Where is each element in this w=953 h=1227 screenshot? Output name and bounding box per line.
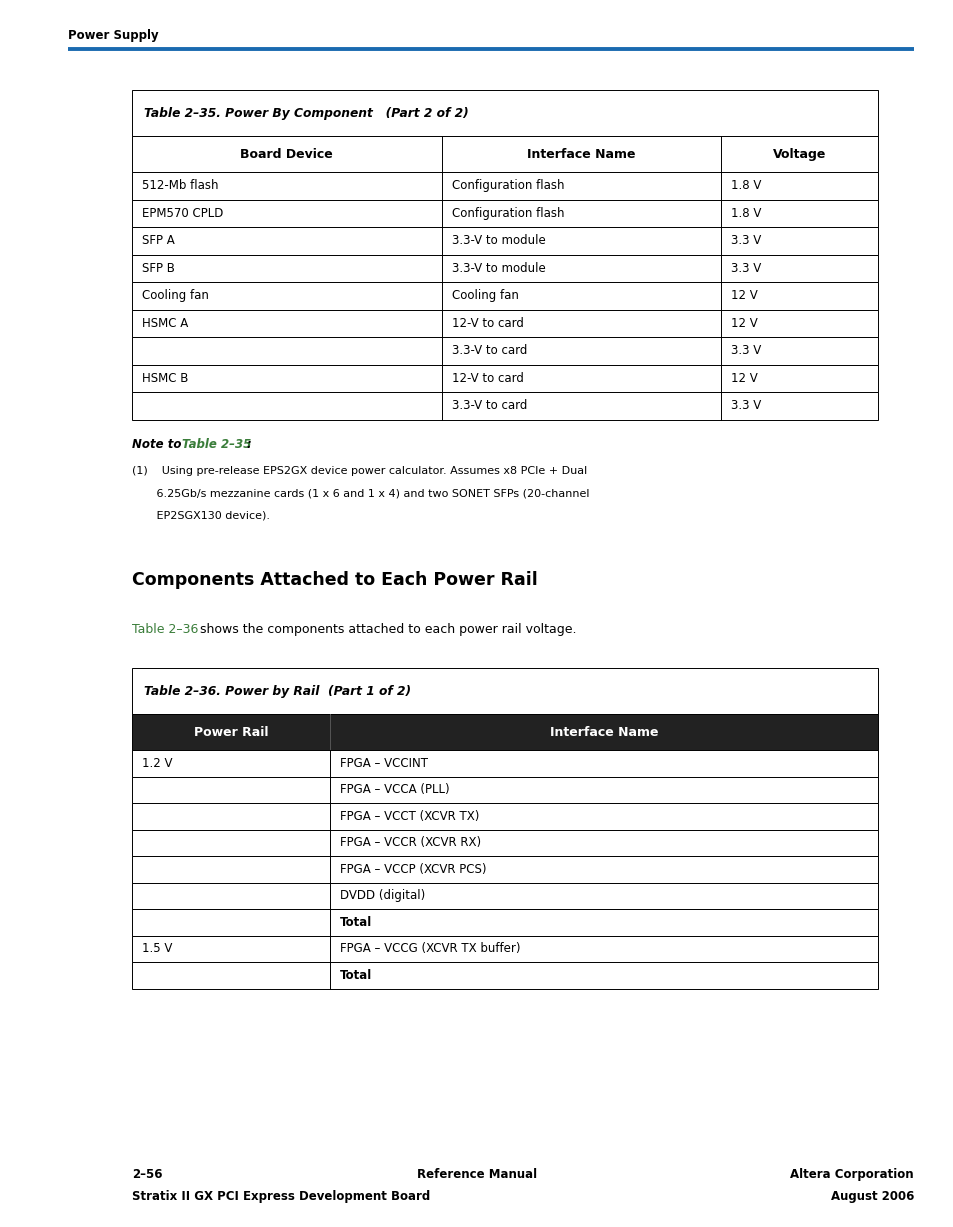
Bar [132,935,877,962]
Text: SFP B: SFP B [142,261,174,275]
Text: 3.3 V: 3.3 V [731,399,760,412]
Text: Table 2–35. Power By Component   (Part 2 of 2): Table 2–35. Power By Component (Part 2 o… [144,107,468,119]
Text: Table 2–35: Table 2–35 [182,438,251,450]
Text: Power Rail: Power Rail [193,725,268,739]
Text: FPGA – VCCT (XCVR TX): FPGA – VCCT (XCVR TX) [339,810,478,823]
Bar [132,391,877,420]
Bar [132,172,877,200]
Text: Interface Name: Interface Name [527,147,635,161]
Text: 12 V: 12 V [731,290,758,302]
Text: 3.3 V: 3.3 V [731,345,760,357]
Bar [132,282,877,309]
Bar [132,714,877,750]
Bar [132,136,877,172]
Bar [132,90,877,136]
Text: 1.5 V: 1.5 V [142,942,172,956]
Bar [132,882,877,909]
Text: 512-Mb flash: 512-Mb flash [142,179,218,193]
Text: 3.3-V to module: 3.3-V to module [451,261,545,275]
Bar [132,802,877,829]
Text: Altera Corporation: Altera Corporation [789,1168,913,1182]
Bar [132,364,877,391]
Text: Table 2–36. Power by Rail  (Part 1 of 2): Table 2–36. Power by Rail (Part 1 of 2) [144,685,411,697]
Text: 12-V to card: 12-V to card [451,317,523,330]
Text: shows the components attached to each power rail voltage.: shows the components attached to each po… [195,623,576,636]
Bar [132,200,877,227]
Text: Total: Total [339,915,372,929]
Text: HSMC A: HSMC A [142,317,188,330]
Text: FPGA – VCCA (PLL): FPGA – VCCA (PLL) [339,783,449,796]
Text: Board Device: Board Device [240,147,333,161]
Text: Cooling fan: Cooling fan [451,290,517,302]
Bar [132,667,877,714]
Text: :: : [247,438,252,450]
Text: Components Attached to Each Power Rail: Components Attached to Each Power Rail [132,571,537,589]
Text: 1.8 V: 1.8 V [731,207,760,220]
Text: Stratix II GX PCI Express Development Board: Stratix II GX PCI Express Development Bo… [132,1190,430,1202]
Bar [132,829,877,856]
Text: FPGA – VCCR (XCVR RX): FPGA – VCCR (XCVR RX) [339,837,480,849]
Text: 12-V to card: 12-V to card [451,372,523,385]
Text: 6.25Gb/s mezzanine cards (1 x 6 and 1 x 4) and two SONET SFPs (20-channel: 6.25Gb/s mezzanine cards (1 x 6 and 1 x … [132,488,589,498]
Text: FPGA – VCCP (XCVR PCS): FPGA – VCCP (XCVR PCS) [339,863,486,876]
Text: 3.3-V to card: 3.3-V to card [451,399,526,412]
Text: August 2006: August 2006 [830,1190,913,1202]
Text: Reference Manual: Reference Manual [416,1168,537,1182]
Bar [132,227,877,254]
Bar [132,254,877,282]
Text: FPGA – VCCG (XCVR TX buffer): FPGA – VCCG (XCVR TX buffer) [339,942,519,956]
Text: 3.3 V: 3.3 V [731,261,760,275]
Bar [132,962,877,989]
Text: 3.3 V: 3.3 V [731,234,760,248]
Text: Interface Name: Interface Name [549,725,658,739]
Text: Cooling fan: Cooling fan [142,290,209,302]
Text: 1.2 V: 1.2 V [142,757,172,769]
Text: Table 2–36: Table 2–36 [132,623,198,636]
Text: Total: Total [339,969,372,982]
Text: Note to: Note to [132,438,186,450]
Text: EPM570 CPLD: EPM570 CPLD [142,207,223,220]
Bar [132,856,877,882]
Text: (1)    Using pre-release EPS2GX device power calculator. Assumes x8 PCIe + Dual: (1) Using pre-release EPS2GX device powe… [132,465,587,476]
Bar [132,750,877,777]
Bar [132,909,877,935]
Text: DVDD (digital): DVDD (digital) [339,890,424,902]
Text: EP2SGX130 device).: EP2SGX130 device). [132,510,270,520]
Text: 12 V: 12 V [731,372,758,385]
Text: HSMC B: HSMC B [142,372,188,385]
Text: FPGA – VCCINT: FPGA – VCCINT [339,757,427,769]
Text: 2–56: 2–56 [132,1168,162,1182]
Text: 1.8 V: 1.8 V [731,179,760,193]
Text: Configuration flash: Configuration flash [451,179,563,193]
Bar [132,309,877,337]
Bar [132,337,877,364]
Text: 12 V: 12 V [731,317,758,330]
Text: 3.3-V to card: 3.3-V to card [451,345,526,357]
Text: Voltage: Voltage [772,147,825,161]
Text: 3.3-V to module: 3.3-V to module [451,234,545,248]
Bar [132,777,877,802]
Text: Power Supply: Power Supply [68,29,158,42]
Text: Configuration flash: Configuration flash [451,207,563,220]
Text: SFP A: SFP A [142,234,174,248]
